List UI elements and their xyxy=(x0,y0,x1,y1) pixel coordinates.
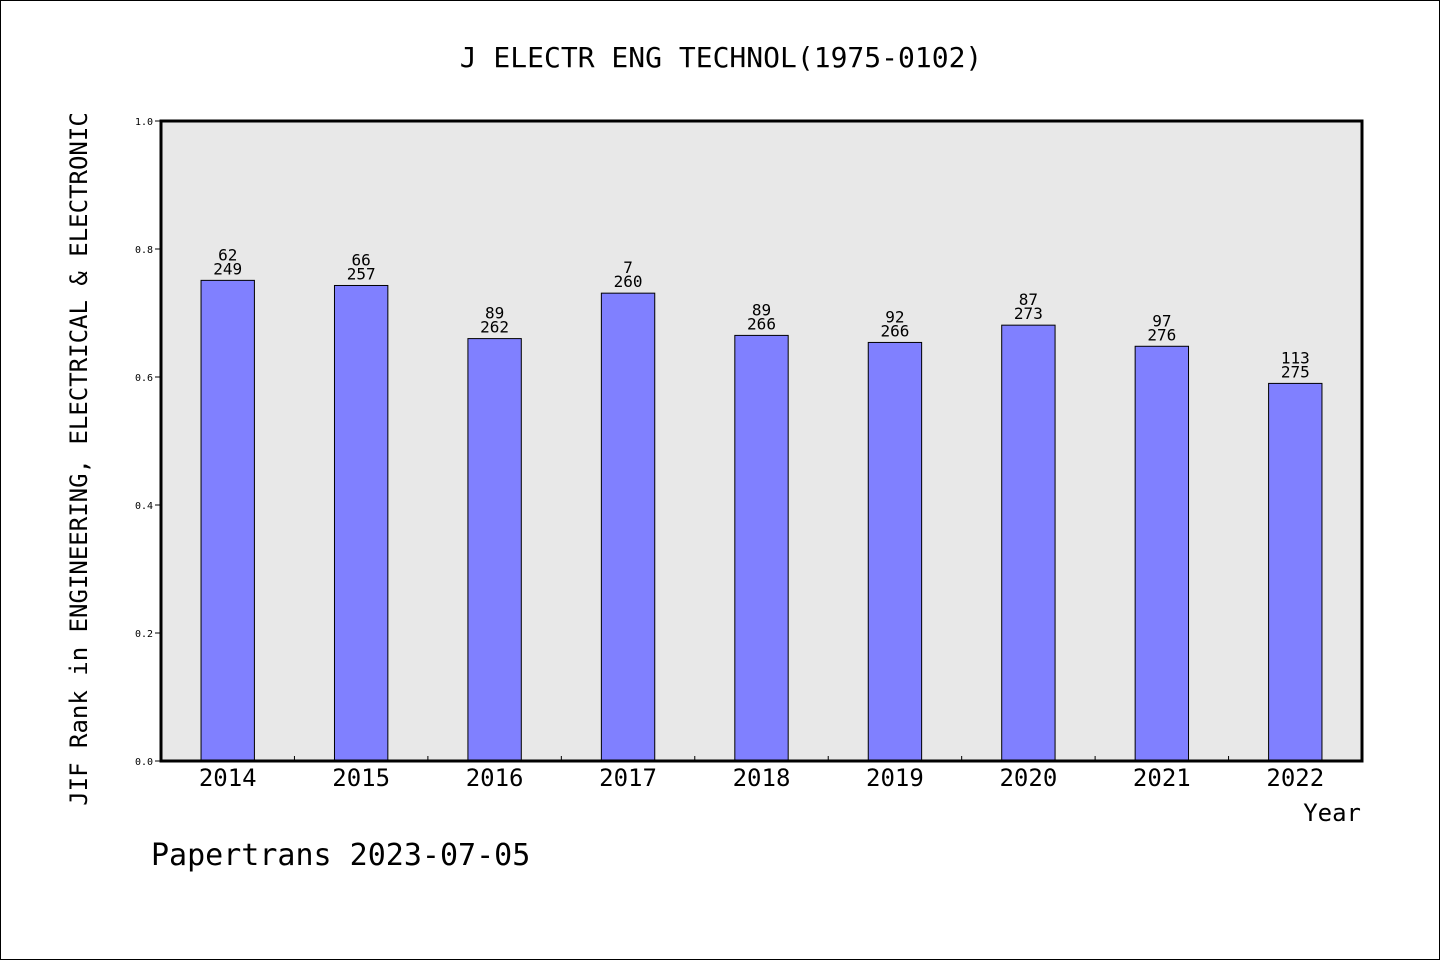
bar-2020 xyxy=(1001,324,1056,762)
plot-border xyxy=(159,119,1364,763)
bar-rank-label: 87 xyxy=(1019,290,1038,309)
x-axis-label: Year xyxy=(1303,799,1361,827)
x-tick-label-2018: 2018 xyxy=(733,764,791,792)
x-tick-label-2022: 2022 xyxy=(1266,764,1324,792)
chart-title: J ELECTR ENG TECHNOL(1975-0102) xyxy=(460,41,983,74)
bar-total-label: 262 xyxy=(480,318,509,337)
y-tick-label: 0.2 xyxy=(135,629,153,640)
footer-watermark: Papertrans 2023-07-05 xyxy=(151,838,530,873)
x-tick-label-2014: 2014 xyxy=(199,764,257,792)
bar-total-label: 249 xyxy=(213,259,242,278)
bar-rank-label: 97 xyxy=(1152,311,1171,330)
bar-total-label: 273 xyxy=(1014,304,1043,323)
x-tick-label-2017: 2017 xyxy=(599,764,657,792)
bar-2019 xyxy=(867,341,923,762)
x-tick-label-2021: 2021 xyxy=(1133,764,1191,792)
y-tick-label: 1.0 xyxy=(135,117,153,128)
bar-total-label: 266 xyxy=(747,314,776,333)
bar-2014 xyxy=(200,279,255,762)
y-axis-label: JIF Rank in ENGINEERING, ELECTRICAL & EL… xyxy=(65,112,93,806)
bar-2022 xyxy=(1268,382,1323,762)
bar-total-label: 257 xyxy=(347,264,376,283)
bar-rank-label: 89 xyxy=(752,300,771,319)
bar-rank-label: 62 xyxy=(218,245,237,264)
y-tick-label: 0.8 xyxy=(135,245,153,256)
bar-2021 xyxy=(1134,345,1190,762)
x-tick-label-2015: 2015 xyxy=(332,764,390,792)
bar-total-label: 266 xyxy=(880,321,909,340)
bar-rank-label: 92 xyxy=(885,307,904,326)
bar-2017 xyxy=(600,292,656,762)
y-tick-label: 0.6 xyxy=(135,373,153,384)
y-tick-label: 0.0 xyxy=(135,757,153,768)
bar-rank-label: 113 xyxy=(1281,348,1310,367)
bar-rank-label: 7 xyxy=(623,258,633,277)
y-tick-label: 0.4 xyxy=(135,501,153,512)
bar-rank-label: 66 xyxy=(352,250,371,269)
bar-total-label: 260 xyxy=(614,272,643,291)
bar-total-label: 275 xyxy=(1281,362,1310,381)
bar-2016 xyxy=(467,338,522,762)
bar-2015 xyxy=(333,284,389,762)
y-axis: 0.0 0.2 0.4 0.6 0.8 1.0 xyxy=(135,117,161,768)
bar-total-label: 276 xyxy=(1147,325,1176,344)
x-tick-label-2019: 2019 xyxy=(866,764,924,792)
bar-2018 xyxy=(734,334,789,762)
x-tick-label-2016: 2016 xyxy=(466,764,524,792)
bar-rank-label: 89 xyxy=(485,304,504,323)
x-tick-label-2020: 2020 xyxy=(999,764,1057,792)
x-axis: 2014 2015 2016 2017 2018 2019 2020 2021 2022 xyxy=(199,756,1324,792)
